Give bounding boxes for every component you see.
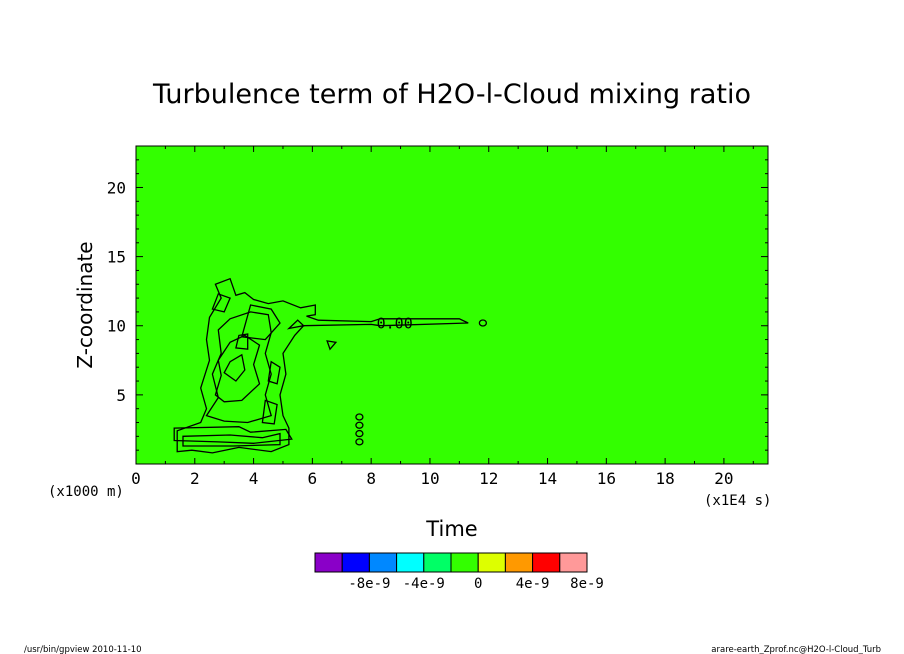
chart-title: Turbulence term of H2O-l-Cloud mixing ra… xyxy=(152,79,751,110)
colorbar-swatch xyxy=(450,552,479,573)
colorbar-label: -4e-9 xyxy=(403,576,445,592)
x-tick-label: 18 xyxy=(655,469,674,488)
contour-line xyxy=(478,319,488,327)
contour-line xyxy=(355,438,364,446)
colorbar-label: 4e-9 xyxy=(516,576,550,592)
plot-area: 0.00 0 2 4 6 8 10 12 14 16 18 20 5 10 15 20 xyxy=(107,145,769,488)
contour-line xyxy=(205,311,273,424)
plot-background xyxy=(135,145,769,465)
colorbar-swatch xyxy=(477,552,506,573)
x-tick-label: 16 xyxy=(597,469,616,488)
colorbar-swatch xyxy=(341,552,370,573)
contour-line xyxy=(326,340,338,351)
contour-line xyxy=(223,353,246,382)
x-tick-label: 0 xyxy=(131,469,141,488)
colorbar-swatch xyxy=(532,552,561,573)
contour-line xyxy=(211,293,231,313)
colorbar-swatch xyxy=(504,552,534,573)
contour-line xyxy=(240,304,281,341)
colorbar-label: 8e-9 xyxy=(570,576,604,592)
x-tick-label: 14 xyxy=(538,469,557,488)
contour-line xyxy=(235,333,249,350)
x-tick-label: 6 xyxy=(308,469,318,488)
contour-line xyxy=(173,426,293,444)
colorbar-swatch xyxy=(314,552,343,573)
y-axis-label: Z-coordinate xyxy=(73,241,97,368)
contour-line xyxy=(355,413,364,421)
y-tick-label: 20 xyxy=(107,178,126,197)
contour-line xyxy=(214,334,261,403)
y-tick-label: 5 xyxy=(116,386,126,405)
x-tick-label: 4 xyxy=(249,469,259,488)
x-axis-label: Time xyxy=(425,517,477,541)
colorbar-swatch xyxy=(423,552,452,573)
colorbar-label: 0 xyxy=(474,576,482,592)
y-tick-label: 10 xyxy=(107,317,126,336)
x-tick-label: 8 xyxy=(366,469,376,488)
contour-line xyxy=(176,277,469,454)
colorbar-label: -8e-9 xyxy=(348,576,390,592)
y-axis-ticks: 5 10 15 20 xyxy=(107,159,768,451)
y-tick-label: 15 xyxy=(107,248,126,267)
x-tick-label: 20 xyxy=(714,469,733,488)
contour-line xyxy=(355,429,364,438)
footer-left: /usr/bin/gpview 2010-11-10 xyxy=(24,645,142,654)
x-axis-unit: (x1E4 s) xyxy=(704,493,771,509)
footer-right: arare-earth_Zprof.nc@H2O-l-Cloud_Turb xyxy=(711,645,881,654)
contour-line xyxy=(182,432,281,447)
x-tick-label: 12 xyxy=(479,469,498,488)
contour-label: 0.00 xyxy=(377,314,413,332)
contour-line xyxy=(267,360,281,385)
contour-line xyxy=(286,319,305,330)
contour-lines: 0.00 xyxy=(173,277,488,454)
colorbar-swatch xyxy=(559,552,588,573)
x-axis-ticks: 0 2 4 6 8 10 12 14 16 18 20 xyxy=(131,146,754,488)
contour-line xyxy=(355,421,364,429)
colorbar-swatch xyxy=(396,552,425,573)
x-tick-label: 10 xyxy=(420,469,439,488)
contour-line xyxy=(261,399,278,425)
x-tick-label: 2 xyxy=(190,469,200,488)
colorbar-swatch xyxy=(368,552,398,573)
colorbar: -8e-9 -4e-9 0 4e-9 8e-9 xyxy=(314,552,604,592)
y-axis-unit: (x1000 m) xyxy=(48,484,124,500)
